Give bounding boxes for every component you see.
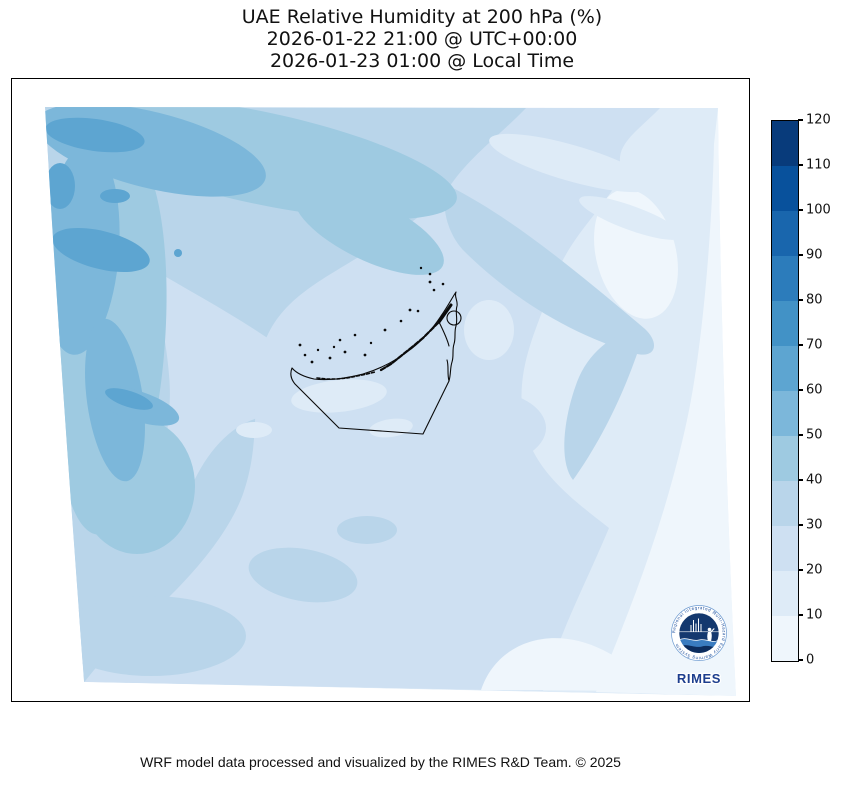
colorbar-segment-30-40 — [772, 481, 798, 526]
colorbar-segment-90-100 — [772, 211, 798, 256]
colorbar-tick-label: 40 — [806, 472, 823, 488]
colorbar-tick — [798, 614, 803, 616]
colorbar-tick — [798, 389, 803, 391]
colorbar-segment-20-30 — [772, 526, 798, 571]
colorbar-segment-40-50 — [772, 436, 798, 481]
colorbar-tick-label: 20 — [806, 562, 823, 578]
plot-subtitle-utc: 2026-01-22 21:00 @ UTC+00:00 — [266, 28, 578, 50]
colorbar-tick — [798, 119, 803, 121]
colorbar-tick-label: 10 — [806, 607, 823, 623]
colorbar-segments — [772, 121, 798, 661]
colorbar-tick-label: 50 — [806, 427, 823, 443]
logo-person-icon — [707, 627, 715, 641]
colorbar-tick-label: 0 — [806, 652, 815, 668]
colorbar-tick-label: 60 — [806, 382, 823, 398]
colorbar-tick — [798, 254, 803, 256]
plot-title-block: UAE Relative Humidity at 200 hPa (%) 202… — [0, 6, 844, 72]
colorbar-tick — [798, 659, 803, 661]
island-dots — [298, 266, 445, 364]
map-canvas — [45, 107, 736, 696]
colorbar-tick — [798, 209, 803, 211]
colorbar-segment-70-80 — [772, 301, 798, 346]
colorbar-tick-label: 120 — [806, 112, 831, 128]
colorbar-tick-label: 90 — [806, 247, 823, 263]
humidity-contour-field — [45, 107, 736, 696]
plot-subtitle-local: 2026-01-23 01:00 @ Local Time — [269, 50, 575, 72]
colorbar-segment-50-60 — [772, 391, 798, 436]
footer-credit: WRF model data processed and visualized … — [140, 754, 621, 770]
colorbar-tick — [798, 479, 803, 481]
colorbar-segment-80-90 — [772, 256, 798, 301]
uae-coastal-detail — [316, 303, 453, 380]
colorbar-tick-label: 70 — [806, 337, 823, 353]
colorbar-segment-0-10 — [772, 616, 798, 661]
rimes-logo: Regional Integrated Multi-Hazard Early W… — [664, 602, 734, 688]
colorbar-tick-label: 80 — [806, 292, 823, 308]
colorbar-segment-10-20 — [772, 571, 798, 616]
colorbar-tick — [798, 344, 803, 346]
colorbar — [771, 120, 799, 662]
plot-title: UAE Relative Humidity at 200 hPa (%) — [241, 6, 603, 28]
colorbar-tick — [798, 569, 803, 571]
colorbar-tick-label: 100 — [806, 202, 831, 218]
colorbar-tick-label: 110 — [806, 157, 831, 173]
colorbar-tick — [798, 299, 803, 301]
logo-wordmark: RIMES — [677, 671, 721, 686]
colorbar-tick — [798, 524, 803, 526]
colorbar-tick-label: 30 — [806, 517, 823, 533]
colorbar-segment-110-120 — [772, 121, 798, 166]
colorbar-tick — [798, 164, 803, 166]
colorbar-segment-100-110 — [772, 166, 798, 211]
colorbar-tick — [798, 434, 803, 436]
colorbar-segment-60-70 — [772, 346, 798, 391]
logo-pulse-icon — [690, 618, 702, 632]
